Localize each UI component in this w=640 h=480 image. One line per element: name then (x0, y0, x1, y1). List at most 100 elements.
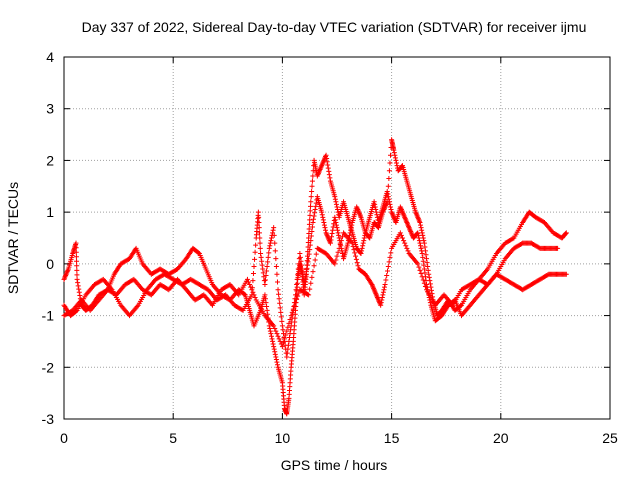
data-point (262, 282, 268, 288)
data-point (277, 300, 283, 306)
data-point (418, 222, 424, 228)
data-point (379, 297, 385, 303)
data-point (255, 209, 261, 215)
data-point (333, 222, 339, 228)
data-point (355, 263, 361, 269)
data-point (294, 282, 300, 288)
data-point (272, 351, 278, 357)
data-point (293, 300, 299, 306)
data-point (309, 183, 315, 189)
data-point (417, 267, 423, 273)
data-point (337, 241, 343, 247)
data-point (298, 258, 304, 264)
data-point (347, 230, 353, 236)
data-point (484, 281, 490, 287)
data-point (426, 274, 432, 280)
data-point (267, 328, 273, 334)
data-point (266, 250, 272, 256)
data-point (251, 263, 257, 269)
data-point (309, 178, 315, 184)
data-point (301, 282, 307, 288)
data-point (306, 230, 312, 236)
data-point (415, 232, 421, 238)
plot-frame (63, 56, 611, 420)
data-point (272, 349, 278, 355)
data-point (258, 251, 264, 257)
data-point (360, 243, 366, 249)
data-point (273, 263, 279, 269)
data-point (262, 277, 268, 283)
y-tick-label: 1 (46, 204, 54, 220)
data-point (288, 313, 294, 319)
data-point (563, 230, 569, 236)
data-point (257, 240, 263, 246)
data-point (384, 188, 390, 194)
data-point (73, 249, 79, 255)
data-point (349, 240, 355, 246)
data-point (244, 276, 250, 282)
data-point (392, 152, 398, 158)
data-point (320, 217, 326, 223)
data-point (282, 336, 288, 342)
data-point (75, 280, 81, 286)
data-point (385, 194, 391, 200)
data-point (320, 214, 326, 220)
data-point (421, 262, 427, 268)
data-point (424, 260, 430, 266)
chart-title: Day 337 of 2022, Sidereal Day-to-day VTE… (82, 19, 587, 35)
data-point (327, 175, 333, 181)
data-point (381, 287, 387, 293)
data-point (422, 283, 428, 289)
data-point (424, 256, 430, 262)
data-point (310, 269, 316, 275)
data-point (287, 331, 293, 337)
data-point (300, 270, 306, 276)
data-point (319, 209, 325, 215)
x-tick-label: 10 (275, 430, 291, 446)
data-point (269, 336, 275, 342)
data-point (332, 194, 338, 200)
data-point (427, 297, 433, 303)
data-point (313, 203, 319, 209)
data-point (310, 219, 316, 225)
data-point (392, 155, 398, 161)
data-point (329, 230, 335, 236)
data-point (345, 240, 351, 246)
data-point (325, 165, 331, 171)
data-point (391, 147, 397, 153)
data-point (351, 247, 357, 253)
data-point (415, 230, 421, 236)
x-tick-label: 25 (602, 430, 618, 446)
data-point (545, 272, 551, 278)
data-point (386, 199, 392, 205)
data-point (383, 277, 389, 283)
data-point (334, 253, 340, 259)
data-point (385, 263, 391, 269)
data-point (332, 217, 338, 223)
data-point (308, 280, 314, 286)
data-point (297, 254, 303, 260)
data-point (336, 235, 342, 241)
data-point (271, 232, 277, 238)
data-point (330, 227, 336, 233)
data-point (380, 289, 386, 295)
data-point (268, 333, 274, 339)
data-point (76, 286, 82, 292)
data-point (415, 261, 421, 267)
data-point (361, 238, 367, 244)
data-point (421, 266, 427, 272)
data-point (262, 296, 268, 302)
data-point (313, 200, 319, 206)
data-point (250, 289, 256, 295)
data-point (309, 224, 315, 230)
data-point (359, 245, 365, 251)
data-point (416, 264, 422, 270)
data-point (330, 224, 336, 230)
data-point (313, 251, 319, 257)
data-point (278, 309, 284, 315)
data-point (312, 207, 318, 213)
data-point (274, 279, 280, 285)
data-point (308, 203, 314, 209)
data-point (252, 256, 258, 262)
